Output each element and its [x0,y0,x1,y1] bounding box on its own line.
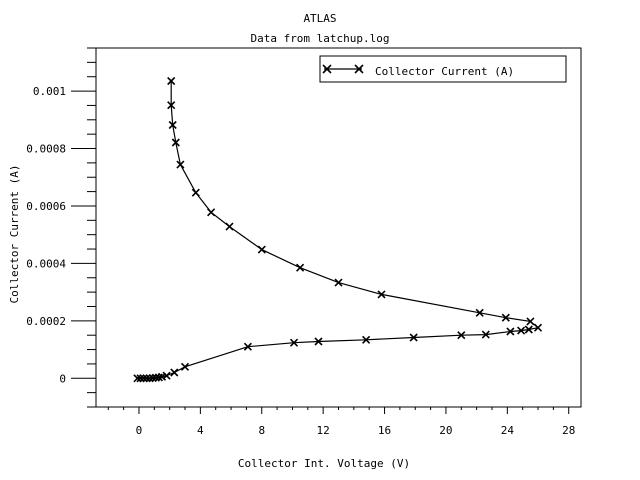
data-point [409,333,418,342]
data-point [168,120,177,130]
data-point [170,368,179,377]
y-tick-label: 0.001 [33,85,66,98]
data-point [151,373,160,382]
x-tick-label: 24 [501,424,515,437]
legend-marker-start [322,64,332,74]
data-point [139,374,148,383]
y-tick-label: 0.0004 [26,257,66,270]
y-axis: 0 0.0002 0.0004 0.0006 0.0008 0.001 [26,47,96,408]
data-point [289,338,299,347]
x-axis: 0 4 8 12 16 20 24 28 [107,407,575,437]
data-point [334,278,343,287]
x-tick-label: 0 [136,424,143,437]
data-point [475,308,484,317]
data-point [506,327,515,336]
data-point [243,342,252,351]
y-axis-label: Collector Current (A) [8,164,21,303]
data-point [314,337,323,346]
legend-marker-end [354,64,364,74]
x-tick-label: 28 [562,424,575,437]
y-tick-label: 0 [59,372,66,385]
data-point [501,313,510,322]
x-tick-label: 12 [317,424,330,437]
data-point [133,374,142,383]
data-point [207,208,216,217]
data-point [167,101,176,110]
data-point [362,335,371,344]
data-point [457,331,466,340]
x-tick-label: 16 [378,424,391,437]
data-point [162,371,171,380]
x-tick-label: 20 [439,424,452,437]
y-tick-label: 0.0006 [26,200,66,213]
series-line [137,81,540,379]
data-point [171,138,180,147]
data-point [526,317,535,326]
data-point [191,188,200,197]
x-axis-label: Collector Int. Voltage (V) [238,457,410,470]
legend: Collector Current (A) [319,55,567,83]
data-point [533,323,543,332]
y-tick-label: 0.0002 [26,315,66,328]
data-point [180,362,190,371]
data-point [296,263,305,272]
data-point [142,374,151,383]
x-tick-label: 4 [197,424,204,437]
data-point [225,222,234,231]
y-tick-label: 0.0008 [26,143,66,156]
data-point [257,245,266,254]
chart-title: ATLAS [303,12,336,25]
data-point [481,330,490,339]
data-point [517,326,526,335]
data-point [167,76,176,86]
series-collector-current [133,76,543,383]
data-point [176,160,185,169]
x-tick-label: 8 [258,424,265,437]
chart-subtitle: Data from latchup.log [250,32,389,45]
data-point [524,325,533,334]
data-point [136,374,145,383]
legend-label: Collector Current (A) [375,65,514,78]
data-point [377,290,386,299]
